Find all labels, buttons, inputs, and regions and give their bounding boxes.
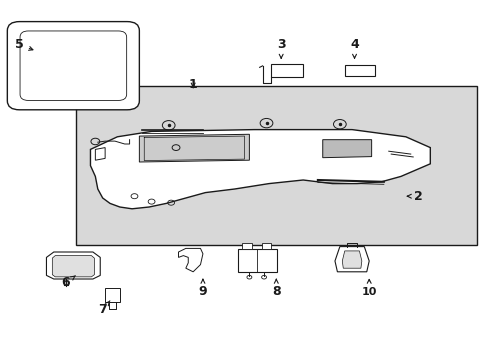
Text: 5: 5 — [15, 39, 33, 51]
Text: 2: 2 — [407, 190, 422, 203]
Polygon shape — [52, 256, 94, 277]
Text: 1: 1 — [188, 78, 197, 91]
Bar — [344, 65, 374, 76]
Polygon shape — [342, 251, 361, 268]
Text: 10: 10 — [361, 279, 376, 297]
Polygon shape — [95, 148, 105, 160]
Bar — [76, 86, 476, 245]
Polygon shape — [334, 247, 368, 272]
Text: 8: 8 — [271, 279, 280, 298]
Text: 4: 4 — [349, 39, 358, 58]
Text: 7: 7 — [98, 301, 110, 316]
Polygon shape — [46, 252, 100, 279]
Polygon shape — [178, 248, 203, 272]
Bar — [105, 288, 120, 302]
Bar — [238, 249, 277, 272]
Text: 6: 6 — [61, 276, 75, 289]
Polygon shape — [90, 130, 429, 209]
FancyBboxPatch shape — [7, 22, 139, 110]
Polygon shape — [139, 134, 249, 162]
Bar — [242, 243, 251, 249]
FancyBboxPatch shape — [20, 31, 126, 100]
Polygon shape — [322, 140, 371, 158]
Text: 9: 9 — [198, 279, 207, 298]
Text: 3: 3 — [276, 39, 285, 58]
Bar — [261, 243, 271, 249]
Bar — [271, 64, 303, 77]
